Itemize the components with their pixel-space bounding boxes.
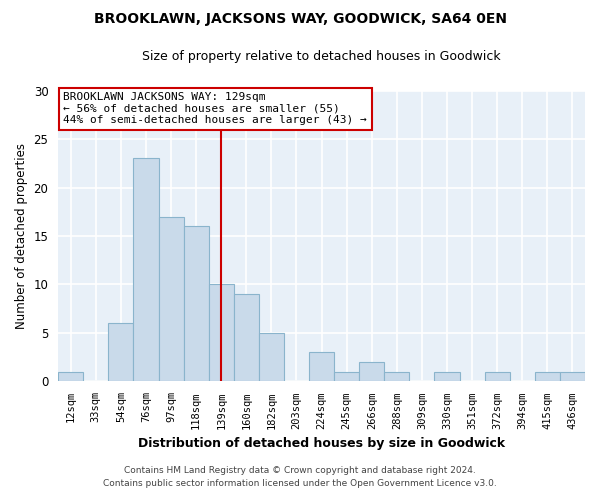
Text: BROOKLAWN JACKSONS WAY: 129sqm
← 56% of detached houses are smaller (55)
44% of : BROOKLAWN JACKSONS WAY: 129sqm ← 56% of … <box>64 92 367 125</box>
Y-axis label: Number of detached properties: Number of detached properties <box>15 143 28 329</box>
Bar <box>133 158 158 382</box>
Bar <box>58 372 83 382</box>
Bar <box>384 372 409 382</box>
Bar <box>560 372 585 382</box>
Bar <box>485 372 510 382</box>
Bar <box>209 284 234 382</box>
Bar <box>359 362 384 382</box>
X-axis label: Distribution of detached houses by size in Goodwick: Distribution of detached houses by size … <box>138 437 505 450</box>
Bar <box>309 352 334 382</box>
Title: Size of property relative to detached houses in Goodwick: Size of property relative to detached ho… <box>142 50 501 63</box>
Bar <box>109 324 133 382</box>
Bar <box>184 226 209 382</box>
Bar <box>535 372 560 382</box>
Bar <box>158 216 184 382</box>
Bar <box>434 372 460 382</box>
Bar <box>234 294 259 382</box>
Bar <box>259 333 284 382</box>
Text: Contains HM Land Registry data © Crown copyright and database right 2024.
Contai: Contains HM Land Registry data © Crown c… <box>103 466 497 487</box>
Bar <box>334 372 359 382</box>
Text: BROOKLAWN, JACKSONS WAY, GOODWICK, SA64 0EN: BROOKLAWN, JACKSONS WAY, GOODWICK, SA64 … <box>94 12 506 26</box>
